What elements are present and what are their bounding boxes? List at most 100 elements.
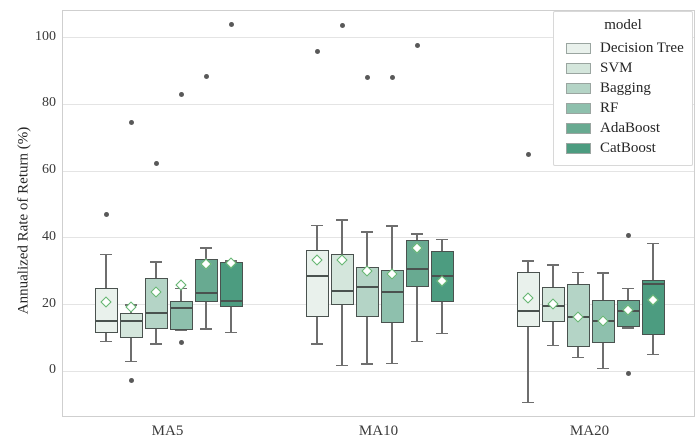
- outlier-point: [178, 91, 184, 97]
- whisker-cap-high: [647, 242, 659, 245]
- legend-row-catboost: CatBoost: [554, 138, 692, 158]
- median-line: [145, 311, 167, 314]
- whisker-cap-low: [597, 367, 609, 370]
- box-bagging-ma5: [144, 277, 168, 329]
- outlier-point: [103, 212, 109, 217]
- legend-row-rf: RF: [554, 98, 692, 118]
- median-line: [406, 267, 428, 270]
- whisker-cap-high: [597, 272, 609, 274]
- gridline-y-20: [63, 304, 694, 306]
- whisker-cap-low: [125, 360, 137, 363]
- gridline-y-0: [63, 370, 694, 372]
- legend-label: Decision Tree: [600, 39, 684, 56]
- box-adaboost-ma10: [405, 240, 429, 287]
- whisker-cap-high: [572, 271, 584, 274]
- y-tick-label: 80: [42, 95, 56, 111]
- whisker-cap-low: [200, 328, 212, 330]
- outlier-point: [203, 73, 209, 79]
- box-svm-ma5: [119, 312, 143, 338]
- legend-swatch-icon: [566, 62, 591, 74]
- legend-swatch-icon: [566, 122, 591, 134]
- y-tick-label: 60: [42, 162, 56, 178]
- legend-label: RF: [600, 99, 619, 116]
- median-line: [642, 282, 664, 285]
- gridline-y-40: [63, 237, 694, 239]
- whisker-cap-high: [150, 261, 162, 263]
- whisker-cap-low: [100, 340, 112, 343]
- whisker-cap-low: [547, 344, 559, 347]
- outlier-point: [364, 75, 370, 81]
- outlier-point: [128, 119, 134, 125]
- outlier-point: [178, 340, 184, 346]
- whisker-cap-high: [622, 287, 634, 290]
- legend-label: Bagging: [600, 79, 651, 96]
- whisker-cap-high: [522, 260, 534, 262]
- legend-swatch-icon: [566, 102, 591, 114]
- whisker-cap-low: [386, 362, 398, 365]
- whisker-cap-low: [361, 363, 373, 365]
- legend-label: CatBoost: [600, 139, 656, 156]
- median-line: [356, 285, 378, 288]
- box-catboost-ma20: [641, 279, 665, 335]
- whisker-adaboost: [416, 234, 418, 342]
- legend-entries: Decision Tree SVM Bagging RF AdaBoost CatBoos…: [554, 38, 692, 158]
- whisker-decision-tree: [527, 260, 529, 403]
- whisker-cap-low: [225, 331, 237, 333]
- box-decision-tree-ma10: [305, 249, 329, 317]
- gridline-y-60: [63, 170, 694, 172]
- y-tick-label: 0: [49, 362, 56, 378]
- whisker-cap-high: [311, 224, 323, 227]
- median-line: [170, 306, 192, 309]
- legend: model Decision Tree SVM Bagging RF AdaBoost C…: [553, 11, 693, 166]
- x-tick-label-ma5: MA5: [151, 423, 184, 439]
- whisker-cap-low: [311, 343, 323, 345]
- legend-row-adaboost: AdaBoost: [554, 118, 692, 138]
- gridline-y-80: [63, 103, 694, 105]
- median-line: [306, 275, 328, 278]
- box-decision-tree-ma5: [94, 287, 118, 333]
- whisker-cap-low: [411, 340, 423, 343]
- outlier-point: [339, 22, 345, 28]
- whisker-cap-low: [436, 332, 448, 334]
- y-tick-label: 100: [35, 28, 56, 44]
- median-line: [95, 319, 117, 322]
- whisker-cap-high: [100, 253, 112, 256]
- x-tick-label-ma10: MA10: [358, 423, 399, 439]
- whisker-cap-high: [547, 264, 559, 266]
- whisker-cap-low: [572, 356, 584, 359]
- outlier-point: [625, 370, 631, 376]
- whisker-cap-high: [336, 219, 348, 221]
- median-line: [517, 310, 539, 313]
- legend-title: model: [604, 17, 642, 33]
- gridline-y-100: [63, 37, 694, 39]
- whisker-cap-low: [622, 327, 634, 329]
- legend-row-svm: SVM: [554, 58, 692, 78]
- legend-label: AdaBoost: [600, 119, 660, 136]
- whisker-cap-low: [647, 353, 659, 356]
- x-tick-label-ma20: MA20: [569, 423, 610, 439]
- legend-label: SVM: [600, 59, 633, 76]
- whisker-cap-low: [175, 329, 187, 331]
- legend-row-bagging: Bagging: [554, 78, 692, 98]
- y-tick-label: 20: [42, 295, 56, 311]
- legend-row-decision-tree: Decision Tree: [554, 38, 692, 58]
- median-line: [195, 291, 217, 294]
- whisker-cap-high: [436, 238, 448, 241]
- whisker-cap-high: [200, 247, 212, 249]
- outlier-point: [314, 48, 320, 54]
- y-tick-label: 40: [42, 228, 56, 244]
- outlier-point: [128, 378, 134, 384]
- whisker-cap-low: [522, 401, 534, 404]
- outlier-point: [525, 152, 531, 158]
- median-line: [381, 290, 403, 293]
- outlier-point: [153, 161, 159, 167]
- median-line: [331, 290, 353, 293]
- box-rf-ma5: [169, 300, 193, 330]
- whisker-cap-high: [361, 231, 373, 233]
- outlier-point: [625, 232, 631, 238]
- legend-swatch-icon: [566, 142, 591, 154]
- legend-swatch-icon: [566, 82, 591, 94]
- legend-swatch-icon: [566, 42, 591, 54]
- median-line: [220, 300, 242, 303]
